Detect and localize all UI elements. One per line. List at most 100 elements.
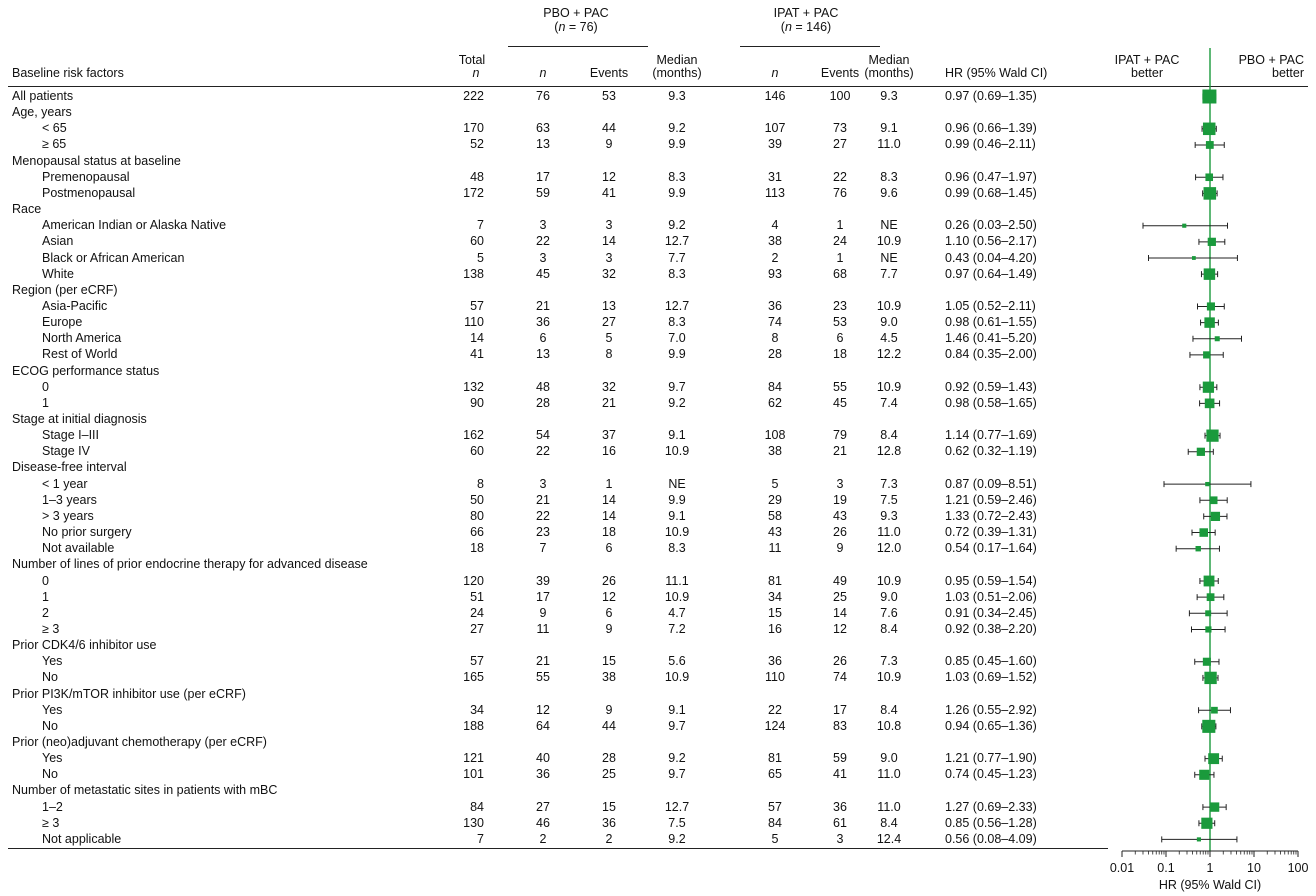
cell-ipat-n: 81 [768, 751, 782, 766]
cell-ipat-events: 23 [833, 298, 847, 313]
cell-pbo-median: 9.7 [668, 767, 686, 782]
group-label: Prior (neo)adjuvant chemotherapy (per eC… [12, 735, 267, 749]
cell-pbo-median: 7.7 [668, 250, 686, 265]
cell-pbo-median: 8.3 [668, 541, 686, 556]
cell-ipat-median: 11.0 [877, 799, 901, 814]
cell-pbo-n: 22 [536, 234, 550, 249]
cell-ipat-events: 22 [833, 169, 847, 184]
cell-pbo-n: 2 [539, 831, 547, 846]
cell-pbo-n: 59 [536, 185, 550, 200]
cell-ipat-events: 61 [833, 815, 847, 830]
group-label: ECOG performance status [12, 363, 160, 378]
cell-total: 170 [463, 121, 484, 136]
subgroup-label: Asia-Pacific [42, 298, 108, 313]
subgroup-label: 0 [42, 573, 49, 588]
subgroup-label: 0 [42, 379, 49, 394]
cell-ipat-events: 26 [833, 654, 847, 669]
hr-point-marker [1199, 528, 1208, 537]
cell-pbo-n: 45 [536, 266, 550, 281]
x-tick-label: 1 [1207, 861, 1214, 875]
cell-hr-ci: 1.46 (0.41–5.20) [945, 331, 1037, 346]
cell-total: 138 [463, 266, 484, 281]
hr-point-marker [1206, 429, 1219, 442]
cell-pbo-n: 17 [536, 169, 550, 184]
col-header-factor: Baseline risk factors [12, 66, 124, 80]
subgroup-label: < 65 [42, 121, 67, 136]
hr-point-marker [1205, 610, 1212, 617]
subgroup-label: 2 [42, 605, 49, 620]
cell-pbo-n: 6 [539, 331, 547, 346]
cell-ipat-median: 8.4 [880, 621, 898, 636]
cell-pbo-events: 13 [602, 298, 616, 313]
cell-pbo-n: 11 [536, 621, 550, 636]
cell-ipat-n: 110 [765, 670, 785, 685]
cell-pbo-events: 44 [602, 121, 616, 136]
cell-ipat-events: 1 [836, 250, 844, 265]
cell-pbo-events: 36 [602, 815, 616, 830]
cell-pbo-median: 5.6 [668, 654, 686, 669]
hr-point-marker [1204, 671, 1217, 685]
cell-pbo-n: 9 [539, 605, 547, 620]
cell-hr-ci: 0.74 (0.45–1.23) [945, 767, 1037, 782]
group-label: Race [12, 202, 42, 217]
hr-point-marker [1205, 626, 1212, 633]
subgroup-label: No [42, 718, 58, 733]
cell-ipat-median: 7.5 [880, 492, 898, 507]
col-header-ipat-median-unit: (months) [864, 66, 914, 80]
cell-hr-ci: 0.98 (0.61–1.55) [945, 315, 1037, 330]
hr-point-marker [1210, 511, 1221, 522]
cell-ipat-median: 9.0 [880, 315, 898, 330]
group-label: Prior PI3K/mTOR inhibitor use (per eCRF) [12, 686, 246, 701]
cell-ipat-n: 93 [768, 266, 782, 281]
cell-total: 222 [463, 89, 484, 103]
cell-hr-ci: 0.98 (0.58–1.65) [945, 395, 1037, 410]
cell-pbo-events: 15 [602, 654, 616, 669]
cell-hr-ci: 0.94 (0.65–1.36) [945, 718, 1037, 733]
cell-pbo-median: 10.9 [664, 525, 690, 540]
cell-ipat-n: 58 [768, 508, 782, 523]
subgroup-label: Europe [42, 315, 83, 330]
cell-total: 8 [477, 476, 484, 491]
subgroup-label: Not available [42, 541, 115, 556]
hr-point-marker [1211, 706, 1218, 714]
hr-point-marker [1209, 802, 1220, 812]
cell-hr-ci: 0.97 (0.64–1.49) [945, 266, 1037, 281]
hr-point-marker [1204, 317, 1215, 328]
cell-ipat-median: 12.4 [876, 831, 902, 846]
cell-hr-ci: 0.92 (0.38–2.20) [945, 621, 1037, 636]
cell-pbo-n: 7 [539, 541, 547, 556]
col-header-ipat-events: Events [820, 66, 860, 80]
hr-point-marker [1203, 575, 1215, 587]
cell-total: 51 [470, 589, 484, 604]
cell-total: 5 [477, 250, 484, 265]
cell-pbo-median: 9.2 [668, 395, 686, 410]
cell-ipat-events: 3 [836, 476, 844, 491]
cell-ipat-n: 124 [764, 718, 786, 733]
cell-pbo-events: 25 [602, 767, 616, 782]
cell-ipat-median: 7.3 [880, 476, 898, 491]
cell-total: 41 [470, 347, 484, 362]
cell-total: 121 [463, 751, 484, 766]
x-tick-label: 0.01 [1110, 861, 1134, 875]
group-label: Number of metastatic sites in patients w… [12, 783, 278, 798]
cell-total: 120 [463, 573, 484, 588]
cell-pbo-events: 14 [602, 508, 616, 523]
cell-pbo-n: 28 [536, 395, 550, 410]
cell-ipat-events: 55 [833, 379, 847, 394]
cell-ipat-n: 39 [768, 137, 782, 152]
cell-ipat-events: 49 [833, 573, 847, 588]
cell-total: 101 [463, 767, 484, 782]
subgroup-label: < 1 year [42, 476, 88, 491]
cell-hr-ci: 1.21 (0.77–1.90) [945, 751, 1037, 766]
subgroup-label: 1–3 years [42, 492, 97, 507]
cell-total: 34 [470, 702, 484, 717]
cell-pbo-median: 9.9 [668, 492, 686, 507]
cell-pbo-median: 10.9 [664, 444, 690, 459]
cell-pbo-median: 9.9 [668, 347, 686, 362]
cell-pbo-events: 37 [602, 428, 616, 443]
cell-ipat-events: 27 [833, 137, 847, 152]
cell-pbo-events: 21 [602, 395, 616, 410]
cell-pbo-events: 8 [605, 347, 613, 362]
hr-point-marker [1204, 398, 1215, 409]
col-header-pbo-median-unit: (months) [652, 66, 702, 80]
